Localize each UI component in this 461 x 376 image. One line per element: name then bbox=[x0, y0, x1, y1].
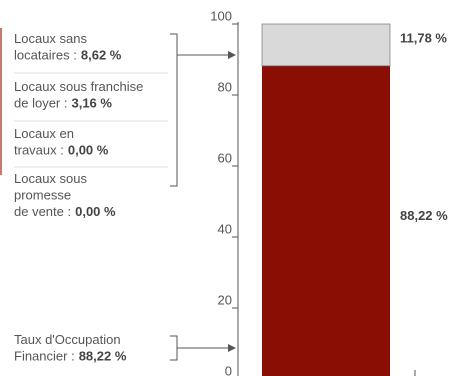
y-tick-label: 20 bbox=[218, 292, 232, 307]
annotation-line: locataires : bbox=[14, 48, 77, 63]
annotation-line: de vente : bbox=[14, 204, 71, 219]
bar-segment bbox=[261, 23, 391, 67]
annotation-line: travaux : bbox=[14, 143, 64, 158]
bracket bbox=[170, 33, 178, 187]
arrow-head bbox=[228, 344, 236, 352]
bar-segment bbox=[262, 65, 390, 376]
annotation-line: de loyer : bbox=[14, 96, 67, 111]
annotation-text: Financier : 88,22 % bbox=[14, 349, 127, 364]
arrow-head bbox=[228, 51, 236, 59]
annotation-value: 0,00 % bbox=[68, 143, 109, 158]
annotation-line: promesse bbox=[14, 188, 71, 203]
value-label: 88,22 % bbox=[400, 208, 448, 223]
y-tick-label: 100 bbox=[210, 8, 232, 23]
annotation-text: Locaux sous bbox=[14, 171, 87, 186]
annotation-text: de vente : 0,00 % bbox=[14, 204, 116, 219]
y-tick-label: 60 bbox=[218, 150, 232, 165]
annotation-text: promesse bbox=[14, 188, 71, 203]
bracket bbox=[170, 335, 178, 361]
annotation-text: locataires : 8,62 % bbox=[14, 48, 122, 63]
y-tick-label: 80 bbox=[218, 79, 232, 94]
annotation-value: 3,16 % bbox=[71, 96, 112, 111]
annotation-text: de loyer : 3,16 % bbox=[14, 96, 112, 111]
y-tick-label: 0 bbox=[225, 363, 232, 376]
annotation-line: Locaux sans bbox=[14, 31, 87, 46]
annotation-line: Locaux en bbox=[14, 126, 74, 141]
value-label: 11,78 % bbox=[400, 30, 447, 45]
y-tick-label: 40 bbox=[218, 221, 232, 236]
annotation-text: Locaux sans bbox=[14, 31, 87, 46]
annotation-line: Financier : bbox=[14, 349, 75, 364]
annotation-value: 88,22 % bbox=[79, 349, 127, 364]
annotation-line: Taux d'Occupation bbox=[14, 332, 121, 347]
annotation-line: Locaux sous franchise bbox=[14, 79, 143, 94]
annotation-text: Locaux en bbox=[14, 126, 74, 141]
annotation-line: Locaux sous bbox=[14, 171, 87, 186]
annotation-text: Taux d'Occupation bbox=[14, 332, 121, 347]
annotation-text: Locaux sous franchise bbox=[14, 79, 143, 94]
annotation-value: 8,62 % bbox=[81, 48, 122, 63]
annotation-text: travaux : 0,00 % bbox=[14, 143, 109, 158]
annotation-value: 0,00 % bbox=[75, 204, 116, 219]
